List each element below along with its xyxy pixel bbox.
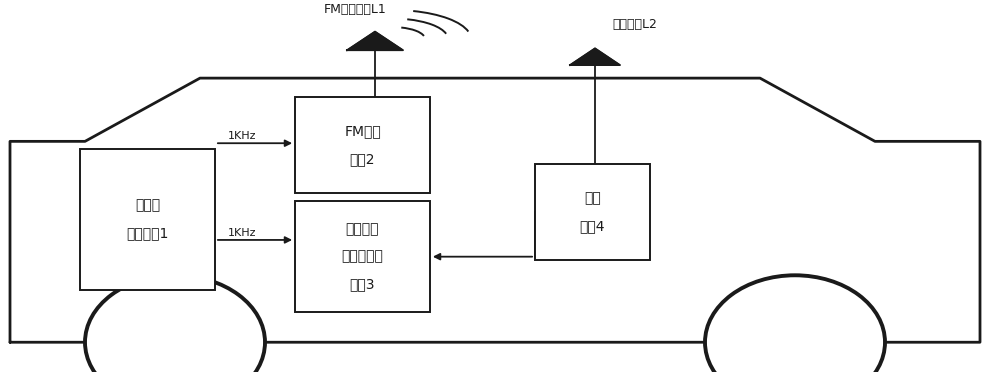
Text: 车载: 车载	[584, 191, 601, 205]
Text: 主机4: 主机4	[580, 219, 605, 233]
Bar	[295, 97, 430, 193]
Ellipse shape	[85, 275, 265, 372]
Polygon shape	[347, 32, 403, 50]
Text: 信号处理: 信号处理	[346, 222, 379, 236]
Text: 电路2: 电路2	[350, 152, 375, 166]
Text: 1KHz: 1KHz	[228, 228, 256, 237]
Text: FM发射天线L1: FM发射天线L1	[324, 3, 386, 16]
Polygon shape	[570, 48, 620, 65]
Text: 媒体设备1: 媒体设备1	[126, 227, 169, 240]
Bar	[535, 164, 650, 260]
Text: 收音天线L2: 收音天线L2	[613, 18, 657, 31]
Bar	[80, 149, 215, 290]
Text: 与对比显示: 与对比显示	[342, 250, 383, 264]
Ellipse shape	[705, 275, 885, 372]
Bar	[295, 201, 430, 312]
Text: 1KHz: 1KHz	[228, 131, 256, 141]
Text: FM发射: FM发射	[344, 124, 381, 138]
Text: 便携式: 便携式	[135, 199, 160, 212]
Text: 电路3: 电路3	[350, 278, 375, 292]
